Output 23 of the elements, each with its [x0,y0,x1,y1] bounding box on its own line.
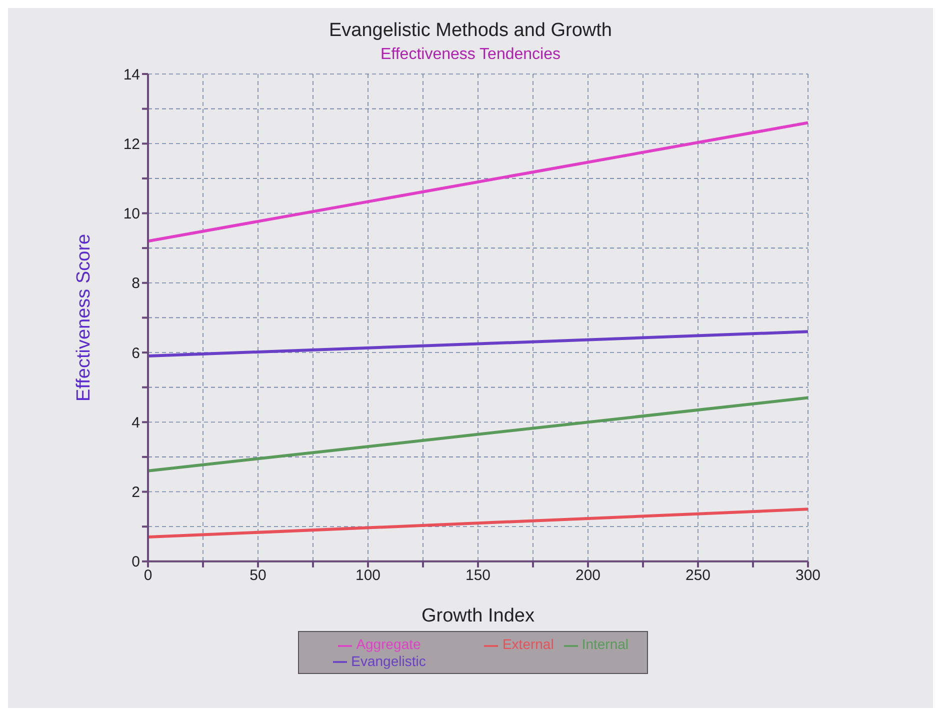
y-tick-label: 2 [132,484,140,502]
x-tick-label: 200 [575,567,601,584]
y-tick-label: 10 [123,206,140,223]
x-axis-title: Growth Index [422,605,535,626]
x-tick-label: 150 [465,567,491,584]
legend-label: External [502,636,554,652]
legend-label: Internal [582,636,629,652]
y-tick-label: 12 [123,136,140,153]
y-axis-title: Effectiveness Score [74,234,95,402]
legend-label: Aggregate [356,636,421,652]
chart-title: Evangelistic Methods and Growth [328,19,614,42]
x-tick-label: 0 [144,567,152,584]
y-tick-label: 0 [132,554,140,571]
chart-subtitle: Effectiveness Tendencies [380,46,562,64]
x-tick-label: 300 [795,567,821,584]
legend-label: Evangelistic [351,652,426,669]
y-tick-label: 14 [123,66,140,84]
y-tick-label: 6 [132,344,140,362]
x-tick-label: 50 [250,567,266,584]
y-tick-label: 8 [132,275,140,292]
y-tick-label: 4 [132,414,140,432]
x-tick-label: 100 [355,567,381,584]
x-tick-label: 250 [685,567,711,584]
